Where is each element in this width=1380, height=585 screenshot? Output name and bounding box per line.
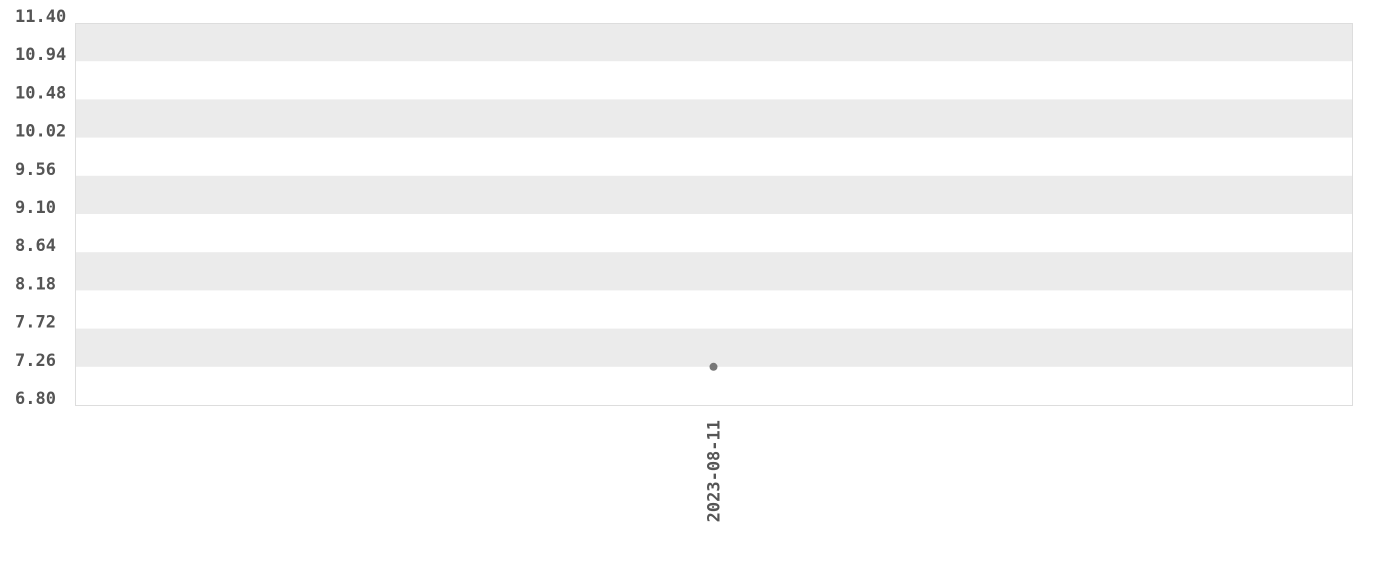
grid-band (75, 328, 1352, 367)
grid-bands (75, 23, 1352, 367)
y-tick-label: 10.48 (15, 83, 66, 103)
y-tick-label: 9.10 (15, 198, 56, 218)
x-axis: 2023-08-11 (705, 420, 725, 522)
y-tick-label: 6.80 (15, 389, 56, 409)
y-tick-label: 7.26 (15, 351, 56, 371)
y-tick-label: 9.56 (15, 160, 56, 180)
y-tick-label: 8.18 (15, 274, 56, 294)
y-tick-label: 7.72 (15, 313, 56, 333)
grid-band (75, 23, 1352, 62)
y-axis: 6.80 7.26 7.72 8.18 8.64 9.10 9.56 10.02 10.48 10… (15, 7, 66, 409)
x-tick-label: 2023-08-11 (705, 420, 725, 522)
grid-band (75, 99, 1352, 138)
y-tick-label: 10.02 (15, 122, 66, 142)
y-tick-label: 8.64 (15, 236, 56, 256)
plot-border (75, 23, 1353, 406)
y-tick-label: 10.94 (15, 45, 66, 65)
data-points (709, 362, 718, 371)
grid-band (75, 252, 1352, 291)
grid-band (75, 175, 1352, 214)
data-point[interactable] (709, 362, 718, 371)
y-tick-label: 11.40 (15, 7, 66, 27)
